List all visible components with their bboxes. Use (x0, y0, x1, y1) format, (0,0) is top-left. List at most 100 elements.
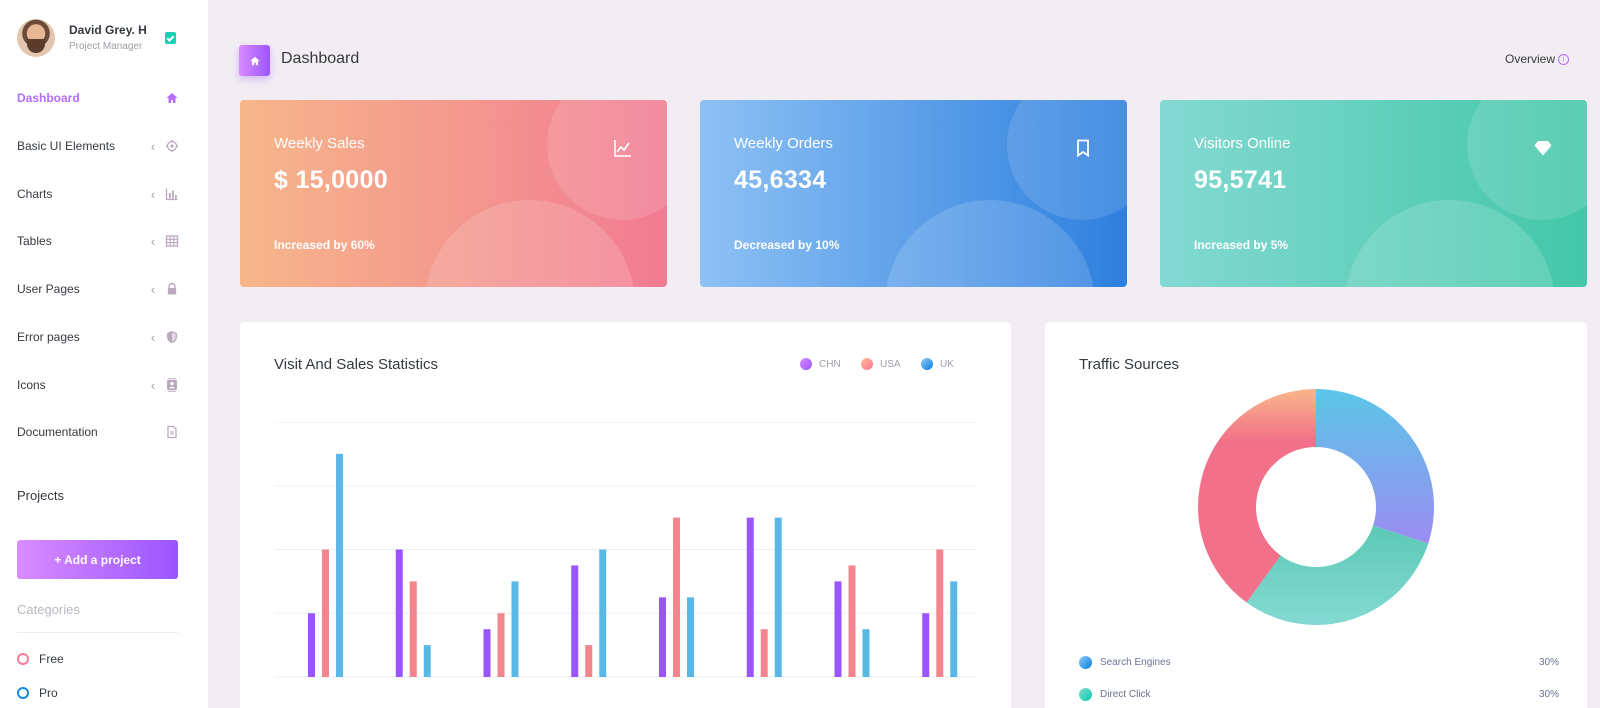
sidebar-item-dashboard[interactable]: Dashboard (17, 86, 179, 110)
sidebar-item-label: Error pages (17, 330, 80, 344)
sidebar-item-label: User Pages (17, 282, 80, 296)
chart-line-icon (613, 138, 633, 158)
stat-value: 95,5741 (1194, 166, 1287, 194)
bar-uk (687, 597, 694, 677)
overview-link[interactable]: Overview i (1505, 52, 1570, 66)
legend-dot (921, 358, 933, 370)
bar-usa (673, 517, 680, 677)
traffic-sources-panel: Traffic Sources Search Engines 30% Direc… (1045, 322, 1587, 708)
crosshairs-icon (165, 139, 179, 153)
bar-chn (395, 549, 403, 677)
sidebar-item-label: Documentation (17, 425, 98, 439)
chevron-left-icon: ‹ (150, 186, 156, 202)
legend-dot (861, 358, 873, 370)
legend-dot (800, 358, 812, 370)
legend-chn: CHN (800, 358, 841, 370)
decor-circle (547, 100, 667, 220)
bar-uk (774, 517, 782, 677)
decor-circle (1467, 100, 1587, 220)
page-title: Dashboard (281, 50, 360, 67)
sidebar-item-basic-ui[interactable]: Basic UI Elements ‹ (17, 134, 179, 158)
traffic-legend-search-engines: Search Engines 30% (1079, 656, 1559, 669)
file-document-icon (165, 425, 179, 439)
bar-uk (511, 581, 519, 677)
profile[interactable]: David Grey. H Project Manager (17, 19, 197, 59)
bar-usa (760, 629, 768, 677)
bar-usa (936, 549, 944, 677)
legend-label: CHN (819, 358, 841, 370)
category-free[interactable]: Free (17, 652, 64, 666)
category-label: Pro (39, 686, 58, 700)
projects-title: Projects (17, 488, 64, 503)
contacts-icon (165, 378, 179, 392)
circle-outline-icon (17, 687, 29, 699)
stat-title: Weekly Orders (734, 135, 833, 152)
bar-chn (483, 629, 491, 677)
sidebar-item-label: Icons (17, 378, 46, 392)
stat-note: Increased by 60% (274, 238, 375, 252)
stat-title: Visitors Online (1194, 135, 1291, 152)
bar-chn (746, 517, 754, 677)
sidebar-item-label: Charts (17, 187, 53, 201)
stat-card-weekly-orders[interactable]: Weekly Orders 45,6334 Decreased by 10% (700, 100, 1127, 287)
panel-title: Visit And Sales Statistics (274, 356, 438, 373)
category-pro[interactable]: Pro (17, 686, 58, 700)
donut-slice (1316, 389, 1434, 544)
bar-uk (336, 453, 343, 677)
sidebar-item-documentation[interactable]: Documentation (17, 420, 179, 444)
bookmark-check-icon (165, 32, 176, 44)
chevron-left-icon: ‹ (150, 233, 156, 249)
chevron-left-icon: ‹ (150, 138, 156, 154)
legend-percent: 30% (1538, 689, 1559, 700)
stat-title: Weekly Sales (274, 135, 365, 152)
legend-usa: USA (861, 358, 901, 370)
bar-uk (950, 581, 958, 677)
sidebar-item-charts[interactable]: Charts ‹ (17, 182, 179, 206)
stat-card-visitors-online[interactable]: Visitors Online 95,5741 Increased by 5% (1160, 100, 1587, 287)
divider (17, 632, 178, 633)
legend-label: Direct Click (1100, 689, 1151, 700)
diamond-icon (1533, 138, 1553, 158)
bar-chn (922, 613, 930, 677)
legend-label: Search Engines (1100, 657, 1171, 668)
bar-chn (571, 565, 579, 677)
bar-uk (862, 629, 870, 677)
bar-chn (834, 581, 842, 677)
bar-chn (659, 597, 666, 677)
profile-role: Project Manager (69, 41, 143, 52)
sidebar-item-icons[interactable]: Icons ‹ (17, 373, 179, 397)
stat-value: $ 15,0000 (274, 166, 388, 194)
add-project-button[interactable]: + Add a project (17, 540, 178, 579)
visit-sales-bar-chart (274, 422, 976, 678)
sidebar-item-tables[interactable]: Tables ‹ (17, 229, 179, 253)
bar-uk (423, 645, 431, 677)
panel-title: Traffic Sources (1079, 356, 1180, 373)
circle-outline-icon (17, 653, 29, 665)
bar-usa (409, 581, 417, 677)
chevron-left-icon: ‹ (150, 329, 156, 345)
avatar (17, 19, 55, 57)
bar-usa (497, 613, 505, 677)
sidebar-item-label: Dashboard (17, 91, 80, 105)
table-icon (165, 234, 179, 248)
chevron-left-icon: ‹ (150, 281, 156, 297)
sidebar-item-user-pages[interactable]: User Pages ‹ (17, 277, 179, 301)
decor-circle (1007, 100, 1127, 220)
bar-usa (585, 645, 593, 677)
donut-slice (1246, 525, 1429, 625)
bar-chn (308, 613, 315, 677)
bar-uk (599, 549, 607, 677)
traffic-donut-chart (1198, 389, 1434, 625)
bar-usa (322, 549, 329, 677)
legend-dot (1079, 656, 1092, 669)
donut-slice (1198, 389, 1316, 603)
stat-note: Increased by 5% (1194, 238, 1289, 252)
sidebar-item-label: Basic UI Elements (17, 139, 116, 153)
overview-label: Overview (1505, 52, 1556, 66)
stat-note: Decreased by 10% (734, 238, 840, 252)
sidebar-item-error-pages[interactable]: Error pages ‹ (17, 325, 179, 349)
legend-percent: 30% (1538, 657, 1559, 668)
sidebar-item-label: Tables (17, 234, 52, 248)
stat-card-weekly-sales[interactable]: Weekly Sales $ 15,0000 Increased by 60% (240, 100, 667, 287)
bar-usa (848, 565, 856, 677)
